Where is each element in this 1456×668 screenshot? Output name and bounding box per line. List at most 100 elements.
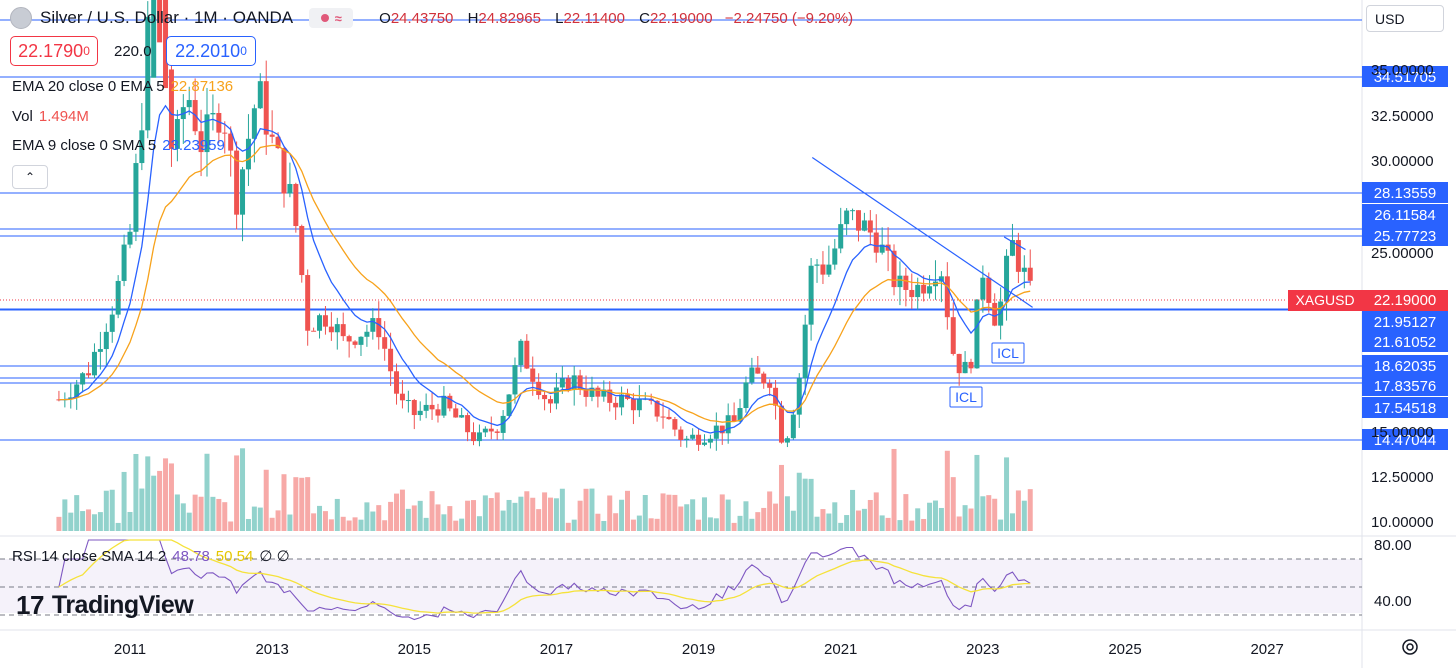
ema9-legend[interactable]: EMA 9 close 0 SMA 5 23.23959 — [12, 137, 231, 154]
volume-bar — [163, 458, 169, 531]
volume-bar — [358, 519, 364, 531]
candle-body — [500, 415, 506, 433]
volume-bar — [559, 488, 565, 531]
sell-price-button[interactable]: 22.1790 0 — [10, 36, 98, 66]
ohlc-readout: O24.43750 H24.82965 L22.11400 C22.19000 … — [369, 10, 853, 27]
collapse-legend-button[interactable]: ⌃ — [12, 165, 48, 189]
currency-selector[interactable]: USD — [1366, 5, 1444, 32]
candle-body — [755, 367, 761, 374]
candle-body — [915, 284, 921, 298]
volume-bar — [198, 496, 204, 531]
candle-body — [518, 340, 524, 366]
candle-body — [921, 284, 927, 294]
volume-bar — [867, 499, 873, 531]
symbol-tag-text: XAGUSD — [1295, 292, 1354, 308]
change-value: −2.24750 (−9.20%) — [724, 9, 854, 27]
ema20-legend[interactable]: EMA 20 close 0 EMA 5 22.87136 — [12, 78, 239, 95]
volume-bar — [885, 517, 891, 531]
candle-body — [891, 250, 897, 288]
open-label: O — [379, 9, 391, 27]
volume-bar — [648, 518, 654, 531]
volume-bar — [115, 522, 121, 531]
candle-body — [867, 220, 873, 233]
tradingview-logo[interactable]: 17 TradingView — [16, 590, 194, 621]
market-status-badge[interactable]: ≈ — [309, 8, 354, 28]
candle-body — [577, 375, 583, 390]
candle-body — [524, 340, 530, 369]
volume-bar — [293, 477, 299, 531]
candle-body — [453, 408, 459, 418]
icl-label-1[interactable]: ICL — [991, 342, 1025, 364]
rsi-extra-values: ∅ ∅ — [259, 548, 290, 565]
time-axis-label: 2013 — [255, 641, 288, 658]
candle-body — [198, 131, 204, 153]
candle-body — [696, 434, 702, 445]
volume-bar — [790, 510, 796, 531]
candle-body — [897, 275, 903, 288]
candle-body — [950, 317, 956, 354]
volume-bar — [1015, 490, 1021, 531]
volume-bar — [80, 511, 86, 531]
rsi-legend[interactable]: RSI 14 close SMA 14 2 48.78 50.54 ∅ ∅ — [12, 547, 296, 566]
volume-bar — [767, 491, 773, 531]
icl-label-2[interactable]: ICL — [949, 386, 983, 408]
volume-bar — [97, 512, 103, 531]
high-value: 24.82965 — [478, 9, 541, 27]
candle-body — [542, 394, 548, 400]
candle-body — [956, 353, 962, 374]
candle-body — [909, 289, 915, 298]
tradingview-wordmark: TradingView — [51, 591, 194, 619]
candle-body — [121, 244, 127, 281]
candle-body — [376, 318, 382, 338]
volume-bar — [761, 507, 767, 531]
candle-body — [583, 389, 589, 397]
volume-bar — [518, 496, 524, 531]
level-price-label: 26.11584 — [1374, 207, 1435, 224]
volume-bar — [133, 453, 139, 531]
price-axis-tick: 35.00000 — [1371, 62, 1434, 79]
buy-price-button[interactable]: 22.2010 0 — [166, 36, 256, 66]
volume-bar — [74, 495, 80, 531]
candle-body — [767, 383, 773, 388]
volume-bar — [334, 498, 340, 531]
candle-body — [399, 393, 405, 401]
candle-body — [666, 416, 672, 420]
volume-bar — [204, 453, 210, 531]
volume-bar — [482, 495, 488, 531]
rsi-sma-line — [58, 539, 1031, 614]
candle-body — [423, 404, 429, 411]
candle-body — [305, 275, 311, 331]
volume-bar — [210, 496, 216, 531]
volume-bar — [103, 490, 109, 531]
symbol-title[interactable]: Silver / U.S. Dollar · 1M · OANDA — [40, 8, 294, 27]
volume-bar — [465, 500, 471, 531]
volume-bar — [216, 498, 222, 531]
volume-legend[interactable]: Vol 1.494M — [12, 108, 95, 125]
candle-body — [784, 438, 790, 443]
level-price-tag — [1362, 355, 1448, 376]
volume-bar — [968, 508, 974, 531]
volume-bar — [228, 521, 234, 531]
volume-bar — [879, 515, 885, 531]
candle-body — [802, 324, 808, 379]
volume-bar — [796, 472, 802, 531]
volume-bar — [850, 489, 856, 531]
volume-bar — [1021, 500, 1027, 531]
volume-bar — [405, 508, 411, 531]
candle-body — [86, 373, 92, 376]
volume-bar — [577, 500, 583, 531]
candle-body — [471, 432, 477, 442]
candle-body — [257, 81, 263, 109]
price-axis-tick: 25.00000 — [1371, 245, 1434, 262]
low-value: 22.11400 — [563, 9, 625, 27]
volume-bar — [553, 498, 559, 531]
volume-bar — [725, 499, 731, 531]
price-axis-tick: 10.00000 — [1371, 514, 1434, 531]
volume-bar — [453, 520, 459, 531]
settings-gear-icon[interactable] — [1400, 637, 1420, 657]
candle-body — [80, 373, 86, 385]
volume-bar — [222, 502, 228, 531]
candle-body — [684, 438, 690, 440]
candle-body — [328, 326, 334, 333]
